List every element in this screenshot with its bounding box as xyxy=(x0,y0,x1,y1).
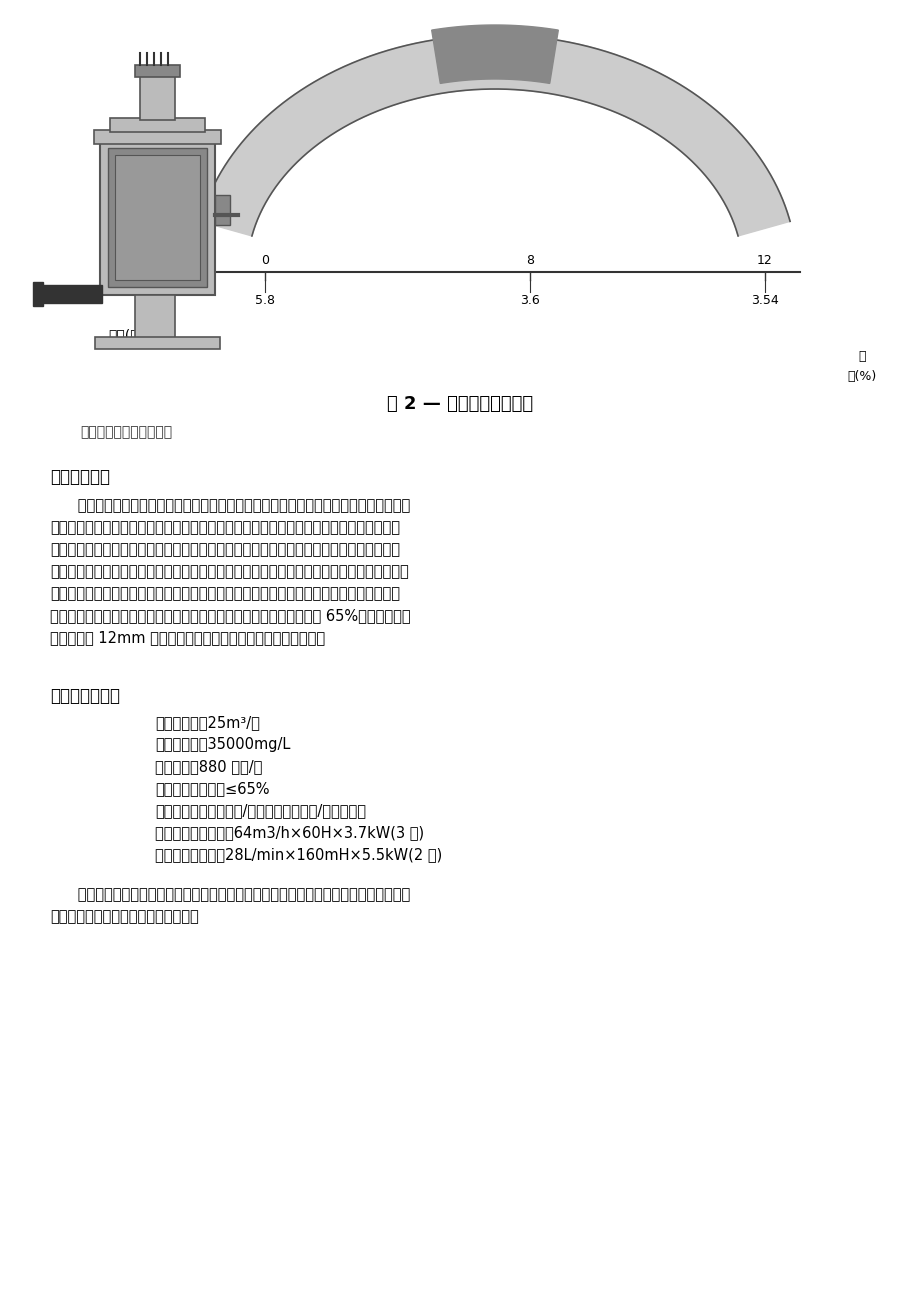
Bar xyxy=(135,296,175,340)
Text: 脱水设备：过滤布固定/半自动压缩机械型/压力脱水泥: 脱水设备：过滤布固定/半自动压缩机械型/压力脱水泥 xyxy=(154,803,366,818)
Text: 浓: 浓 xyxy=(857,350,865,363)
Bar xyxy=(108,148,207,286)
Bar xyxy=(215,195,230,225)
Text: 图 2 — 浓水排放分散装置: 图 2 — 浓水排放分散装置 xyxy=(387,395,532,413)
Bar xyxy=(33,283,43,306)
Polygon shape xyxy=(199,35,789,236)
Text: 3.6: 3.6 xyxy=(519,294,539,307)
Text: 预处理流程包括初级双介质过滤器和二级剖光砂滤器。两种过滤器都是水平压力池。氯: 预处理流程包括初级双介质过滤器和二级剖光砂滤器。两种过滤器都是水平压力池。氯 xyxy=(50,497,410,513)
Bar xyxy=(135,65,180,77)
Text: 脱水泥块水含量：≤65%: 脱水泥块水含量：≤65% xyxy=(154,781,269,796)
Text: 度(%): 度(%) xyxy=(846,370,876,383)
Bar xyxy=(115,155,199,280)
Bar xyxy=(110,118,205,132)
Text: 清水通过下水道处理系统排放掉。如果沉淀的泥浆没有冲洗就进行干燥，泥浆中将含有盐分，: 清水通过下水道处理系统排放掉。如果沉淀的泥浆没有冲洗就进行干燥，泥浆中将含有盐分… xyxy=(50,564,408,579)
Text: 业废物和对环境的负面影响降至最低。: 业废物和对环境的负面影响降至最低。 xyxy=(50,909,199,924)
Text: 主要设计规格：: 主要设计规格： xyxy=(50,687,119,704)
Text: 12: 12 xyxy=(756,254,772,267)
Text: 冲洗后泥浆保存在储存罐中。然后在加压条件下用无毒添加剂使泥脱除 65%水分。最后，: 冲洗后泥浆保存在储存罐中。然后在加压条件下用无毒添加剂使泥脱除 65%水分。最后… xyxy=(50,608,410,622)
Text: 冲绳海水浓度分布模拟图: 冲绳海水浓度分布模拟图 xyxy=(80,424,172,439)
Text: 3.54: 3.54 xyxy=(750,294,778,307)
Text: 泥浆生产量：25m³/天: 泥浆生产量：25m³/天 xyxy=(154,715,259,730)
Bar xyxy=(40,285,102,303)
Text: 因为沉淀的泥浆海水含量很高。用淡水在一级和二级稀释池中对泥浆进行冲洗，使之脱盐。: 因为沉淀的泥浆海水含量很高。用淡水在一级和二级稀释池中对泥浆进行冲洗，使之脱盐。 xyxy=(50,586,400,602)
Text: 5.8: 5.8 xyxy=(255,294,275,307)
Bar xyxy=(140,76,175,120)
Bar xyxy=(95,337,220,349)
Bar xyxy=(100,141,215,296)
Text: 因此，在海水淡化厂运行且保持环境的同时，它还考虑到减轻最终处理地负荷，以使工: 因此，在海水淡化厂运行且保持环境的同时，它还考虑到减轻最终处理地负荷，以使工 xyxy=(50,887,410,902)
Bar xyxy=(94,130,221,145)
Text: 泥浆制成约 12mm 的泥块，可以通过漏斗装到车上并定期运走。: 泥浆制成约 12mm 的泥块，可以通过漏斗装到车上并定期运走。 xyxy=(50,630,324,644)
Text: 8: 8 xyxy=(526,254,533,267)
Polygon shape xyxy=(431,25,558,83)
Text: 浓缩泥比重：35000mg/L: 浓缩泥比重：35000mg/L xyxy=(154,737,290,753)
Text: 清洗排水最初储存在废水罐中，定期送到浓缩池中。在将上部的清水和沉淀的泥浆分离后，: 清洗排水最初储存在废水罐中，定期送到浓缩池中。在将上部的清水和沉淀的泥浆分离后， xyxy=(50,542,400,557)
Text: 0: 0 xyxy=(261,254,268,267)
Text: 压缩高压多级泵：28L/min×160mH×5.5kW(2 套): 压缩高压多级泵：28L/min×160mH×5.5kW(2 套) xyxy=(154,848,442,862)
Text: 压缩机放置活塞泵：64m3/h×60H×3.7kW(3 套): 压缩机放置活塞泵：64m3/h×60H×3.7kW(3 套) xyxy=(154,825,424,840)
Text: 化铁在双介质过滤器中用作紧凝剂。双介质过滤器和砂滤器的反洗排水以及反渗透膜的化学: 化铁在双介质过滤器中用作紧凝剂。双介质过滤器和砂滤器的反洗排水以及反渗透膜的化学 xyxy=(50,519,400,535)
Text: 距离(米): 距离(米) xyxy=(108,328,144,342)
Text: 固体产量：880 公斤/天: 固体产量：880 公斤/天 xyxy=(154,759,262,773)
Text: 紧凝泥浆处理: 紧凝泥浆处理 xyxy=(50,467,110,486)
